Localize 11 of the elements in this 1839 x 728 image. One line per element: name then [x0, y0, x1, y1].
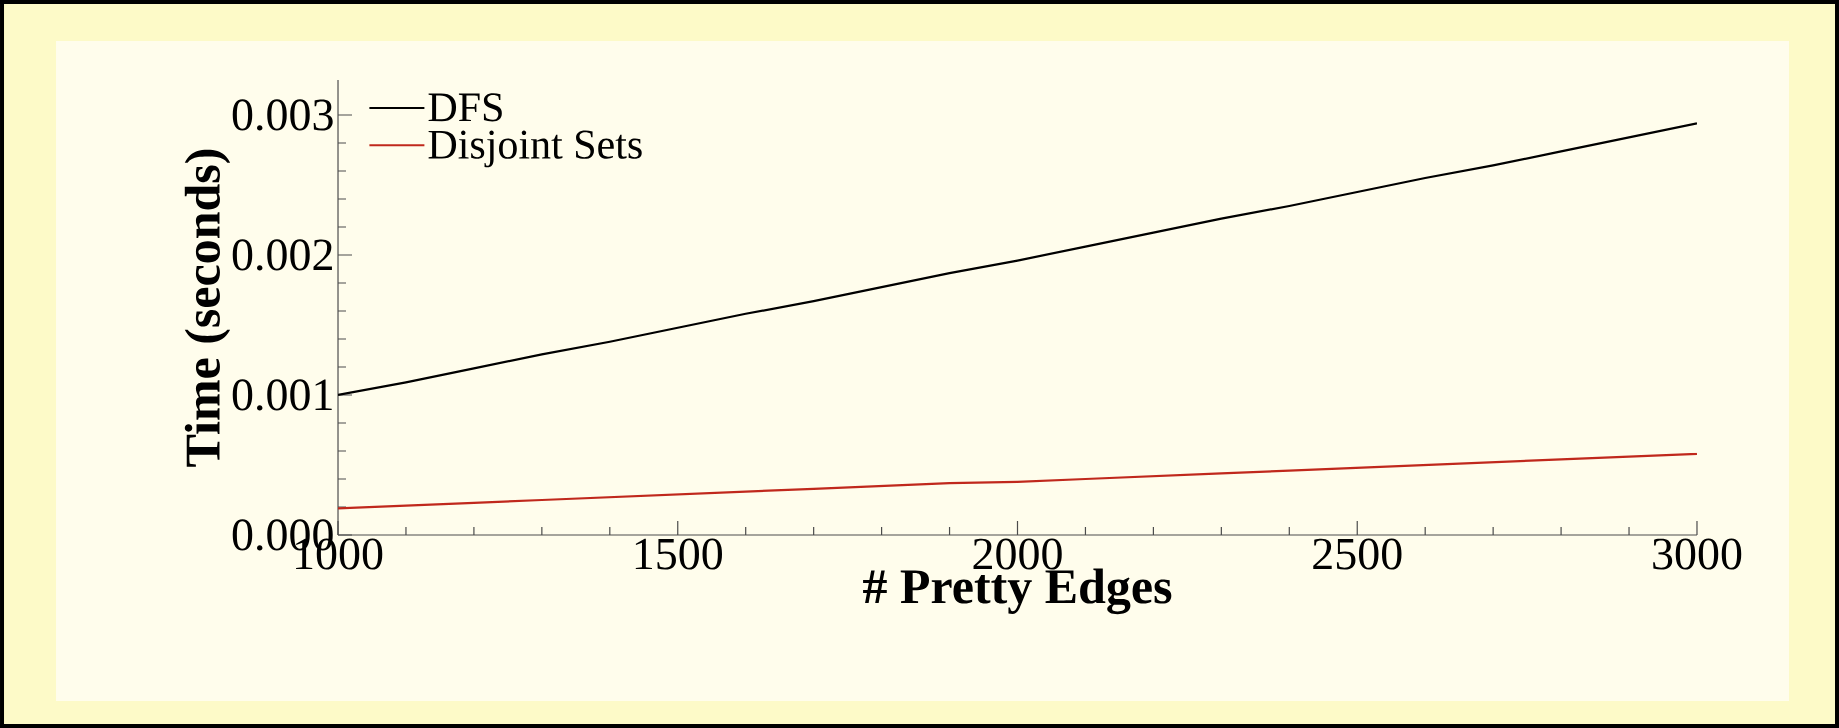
y-axis-title: Time (seconds) [184, 149, 231, 467]
x-tick-label: 2000 [973, 538, 1062, 570]
line-series [338, 122, 1697, 397]
x-tick-label: 3000 [1653, 538, 1742, 570]
legend-label: DFS [428, 93, 502, 122]
y-tick-label: 0.001 [232, 379, 332, 411]
x-tick-label: 1500 [635, 538, 723, 570]
y-tick-label: 0.003 [232, 99, 333, 131]
x-tick-label: 2500 [1313, 538, 1402, 570]
legend-label: Disjoint Sets [428, 130, 642, 168]
y-tick-label: 0.002 [232, 239, 332, 271]
